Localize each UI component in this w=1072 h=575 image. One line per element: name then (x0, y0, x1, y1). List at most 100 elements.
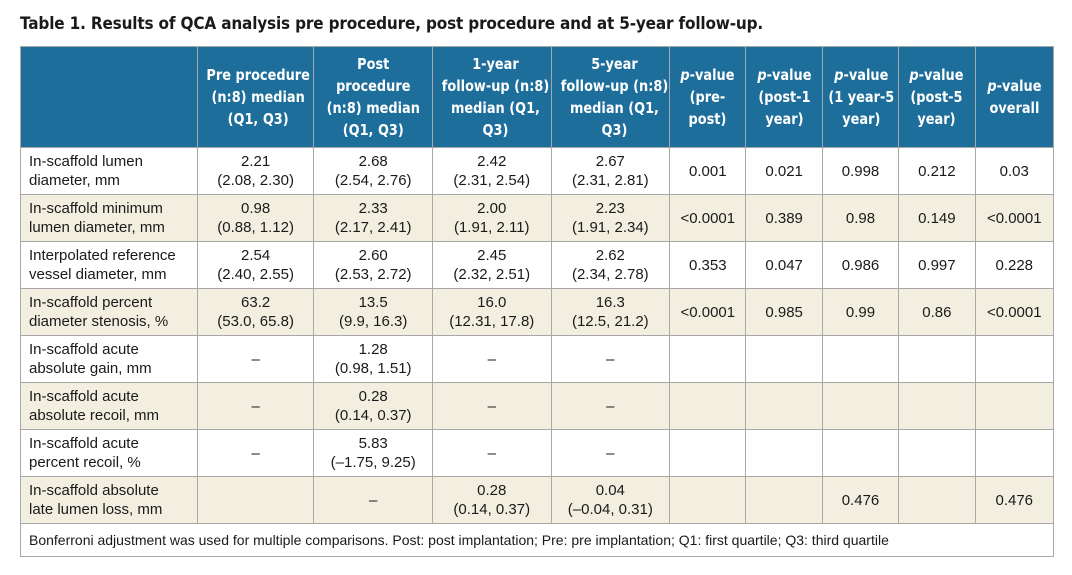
row-label-line: In-scaffold lumen (29, 153, 143, 170)
header-line: (n:8) median (211, 88, 305, 106)
median-value: 2.45 (477, 247, 507, 264)
p-italic: p (757, 66, 767, 84)
header-p-value-overall: p-value overall (974, 46, 1055, 148)
cell-fu1: 2.42 (2.31, 2.54) (431, 147, 552, 195)
cell-fu5: 2.62 (2.34, 2.78) (550, 241, 671, 289)
median-value: – (251, 350, 260, 368)
p-value-cell: 0.001 (669, 147, 747, 195)
header-line: median (Q1, (450, 99, 540, 117)
median-value: 0.28 (477, 482, 507, 499)
cell-post: 2.60 (2.53, 2.72) (313, 241, 433, 289)
header-line: (n:8) median (326, 99, 420, 117)
header-line: year) (765, 110, 804, 128)
header-p-value-pre-post: p-value (pre- post) (669, 46, 747, 148)
median-value: – (606, 350, 615, 368)
header-line: overall (989, 99, 1040, 117)
median-value: – (487, 444, 496, 462)
header-text: -value (766, 66, 812, 84)
row-label-line: percent recoil, % (29, 454, 141, 471)
table-row: In-scaffold acute absolute gain, mm – 1.28 (… (20, 335, 1055, 383)
header-line: Q3) (482, 121, 509, 139)
header-post-procedure: Post procedure (n:8) median (Q1, Q3) (313, 46, 433, 148)
cell-post: – (313, 476, 433, 524)
cell-pre: 63.2 (53.0, 65.8) (196, 288, 315, 336)
p-italic: p (680, 66, 690, 84)
p-value-cell: <0.0001 (669, 288, 747, 336)
header-line: 1-year (472, 55, 519, 73)
quartile-range: (2.34, 2.78) (571, 266, 649, 283)
quartile-range: (12.5, 21.2) (571, 313, 649, 330)
header-p-value-post-5-year: p-value (post-5 year) (898, 46, 976, 148)
p-value-cell: 0.986 (821, 241, 900, 289)
p-italic: p (909, 66, 920, 84)
cell-fu5: – (550, 382, 671, 430)
p-value-cell (974, 429, 1055, 477)
median-value: – (606, 397, 615, 415)
row-label-line: absolute gain, mm (29, 360, 152, 377)
table-row: In-scaffold percent diameter stenosis, % 6… (20, 288, 1055, 336)
cell-fu1: 0.28 (0.14, 0.37) (431, 476, 552, 524)
quartile-range: (1.91, 2.11) (453, 219, 530, 236)
row-label-line: Interpolated reference (29, 247, 176, 264)
row-label: In-scaffold lumen diameter, mm (20, 147, 198, 195)
p-value-cell (898, 429, 976, 477)
cell-post: 1.28 (0.98, 1.51) (313, 335, 433, 383)
p-value-cell (898, 382, 976, 430)
header-line: Post (357, 55, 390, 73)
median-value: 2.23 (595, 200, 625, 217)
median-value: – (606, 444, 615, 462)
cell-pre: – (196, 335, 315, 383)
p-value-cell (898, 335, 976, 383)
header-1-year-follow-up: 1-year follow-up (n:8) median (Q1, Q3) (431, 46, 552, 148)
median-value: 13.5 (358, 294, 388, 311)
p-value-cell: 0.998 (821, 147, 900, 195)
p-value-cell: 0.86 (898, 288, 976, 336)
quartile-range: (2.31, 2.54) (453, 172, 531, 189)
cell-fu1: 2.00 (1.91, 2.11) (431, 194, 552, 242)
header-text: -value (919, 66, 964, 84)
p-value-cell: <0.0001 (974, 194, 1055, 242)
p-value-cell: <0.0001 (974, 288, 1055, 336)
cell-pre: 2.54 (2.40, 2.55) (196, 241, 315, 289)
header-p-value-1-year-5-year: p-value (1 year-5 year) (821, 46, 900, 148)
header-text: -value (843, 66, 889, 84)
row-label: In-scaffold percent diameter stenosis, % (20, 288, 198, 336)
cell-post: 5.83 (–1.75, 9.25) (313, 429, 433, 477)
header-line: year) (842, 110, 881, 128)
p-value-cell: 0.476 (974, 476, 1055, 524)
p-value-cell (669, 476, 747, 524)
quartile-range: (0.14, 0.37) (334, 407, 412, 424)
cell-pre: – (196, 382, 315, 430)
header-line: 5-year (590, 55, 638, 73)
median-value: 2.54 (241, 247, 271, 264)
quartile-range: (12.31, 17.8) (449, 313, 535, 330)
p-value-cell (974, 335, 1055, 383)
median-value: 5.83 (358, 435, 388, 452)
quartile-range: (9.9, 16.3) (339, 313, 408, 330)
qca-results-table: Pre procedure (n:8) median (Q1, Q3) Post… (20, 46, 1055, 557)
quartile-range: (2.53, 2.72) (334, 266, 412, 283)
cell-post: 13.5 (9.9, 16.3) (313, 288, 433, 336)
row-label-line: In-scaffold acute (29, 435, 139, 452)
row-label-line: In-scaffold acute (29, 388, 139, 405)
header-line: post) (688, 110, 727, 128)
header-line: (pre- (689, 88, 726, 106)
header-line: p-value (681, 64, 735, 86)
header-line: Q3) (601, 121, 627, 139)
cell-fu5: 2.23 (1.91, 2.34) (550, 194, 671, 242)
row-label-line: lumen diameter, mm (29, 219, 165, 236)
header-line: (post-5 (910, 88, 963, 106)
p-value-cell (669, 382, 747, 430)
median-value: 0.04 (595, 482, 625, 499)
header-p-value-post-1-year: p-value (post-1 year) (745, 46, 823, 148)
median-value: – (369, 491, 378, 509)
cell-fu1: 2.45 (2.32, 2.51) (431, 241, 552, 289)
p-value-cell: 0.99 (821, 288, 900, 336)
header-line: p-value (757, 64, 811, 86)
table-row: In-scaffold lumen diameter, mm 2.21 (2.08, … (20, 147, 1055, 195)
header-text: -value (689, 66, 735, 84)
median-value: 2.21 (241, 153, 271, 170)
table-row: In-scaffold acute absolute recoil, mm – 0.2… (20, 382, 1055, 430)
quartile-range: (0.14, 0.37) (453, 501, 531, 518)
median-value: 2.00 (477, 200, 507, 217)
